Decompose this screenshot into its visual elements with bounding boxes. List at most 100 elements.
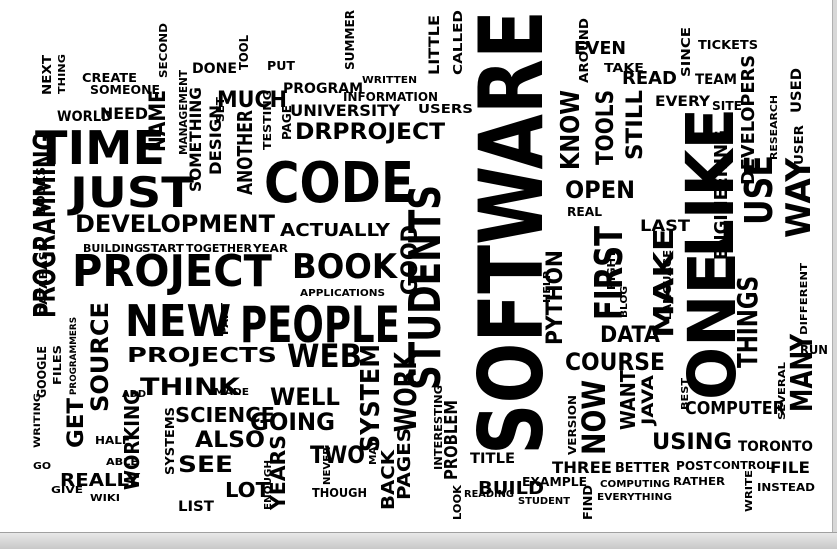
word-testing: TESTING — [261, 89, 274, 150]
word-web: WEB — [287, 337, 362, 375]
word-know: KNOW — [556, 90, 586, 170]
word-much: MUCH — [217, 88, 288, 113]
word-made: MADE — [214, 387, 250, 398]
word-new: NEW — [125, 296, 232, 347]
word-take: TAKE — [604, 61, 644, 75]
word-tool: TOOL — [237, 35, 251, 70]
word-back: BACK — [378, 449, 399, 510]
word-best: BEST — [680, 377, 691, 410]
word-something: SOMETHING — [186, 87, 205, 192]
word-put: PUT — [267, 59, 295, 73]
word-need: NEED — [100, 104, 148, 123]
word-control: CONTROL — [713, 459, 773, 472]
word-add: ADD — [122, 389, 147, 400]
word-everything: EVERYTHING — [597, 492, 672, 503]
word-systems: SYSTEMS — [163, 406, 177, 475]
word-project: PROJECT — [72, 246, 272, 297]
word-may: MAY — [368, 439, 379, 465]
word-title: TITLE — [470, 451, 516, 467]
word-several: SEVERAL — [777, 362, 788, 420]
word-run: RUN — [800, 343, 829, 357]
word-set: SET — [214, 97, 227, 122]
word-second: SECOND — [157, 23, 170, 79]
word-give: GIVE — [51, 485, 83, 496]
word-list: LIST — [178, 499, 214, 515]
word-right: RIGHT — [605, 250, 618, 290]
word-software: SOFTWARE — [460, 10, 563, 456]
word-actually: ACTUALLY — [280, 220, 390, 241]
word-another: ANOTHER — [233, 110, 257, 195]
word-just: JUST — [70, 168, 195, 217]
word-find: FIND — [581, 484, 595, 520]
word-done: DONE — [192, 61, 237, 77]
word-work: WORK — [389, 352, 424, 432]
word-management: MANAGEMENT — [177, 69, 190, 155]
word-research: RESEARCH — [769, 94, 780, 160]
word-even: EVEN — [574, 38, 626, 59]
word-drproject: DRPROJECT — [295, 120, 446, 145]
word-write: WRITE — [744, 470, 755, 512]
word-user: USER — [792, 124, 806, 165]
word-things: THINGS — [731, 275, 764, 368]
word-engineering: ENGINEERING — [711, 130, 732, 260]
word-building: BUILDING — [83, 242, 144, 255]
word-good: GOOD — [398, 225, 423, 295]
word-enough: ENOUGH — [263, 460, 274, 510]
word-google: GOOGLE — [35, 346, 49, 398]
word-around: AROUND — [577, 18, 591, 83]
word-written: WRITTEN — [362, 75, 418, 86]
word-team: TEAM — [695, 72, 738, 88]
word-little: LITTLE — [427, 15, 443, 76]
word-look: LOOK — [451, 485, 464, 520]
word-every: EVERY — [655, 94, 711, 110]
word-next: NEXT — [40, 54, 54, 95]
word-information: INFORMATION — [343, 90, 439, 104]
word-toronto: TORONTO — [738, 439, 813, 455]
word-site: SITE — [712, 99, 743, 113]
word-books: BOOKS — [34, 167, 48, 215]
word-page: PAGE — [280, 105, 294, 140]
word-real: REAL — [567, 205, 602, 219]
word-also: ALSO — [195, 428, 265, 453]
word-java: JAVA — [638, 374, 657, 425]
word-thing: THING — [57, 54, 68, 94]
word-post: POST — [676, 459, 713, 473]
word-build: BUILD — [478, 478, 545, 499]
word-system: SYSTEM — [356, 344, 386, 452]
window-frame-right — [832, 0, 837, 532]
word-book: BOOK — [292, 247, 397, 287]
word-way: WAY — [779, 157, 819, 238]
word-called: CALLED — [451, 10, 465, 76]
word-student: STUDENT — [518, 496, 570, 507]
word-last: LAST — [640, 216, 691, 235]
word-read: READ — [622, 68, 677, 89]
word-get: GET — [64, 398, 89, 448]
word-help: HELP — [542, 271, 553, 303]
word-well: WELL — [270, 383, 340, 411]
word-better: BETTER — [615, 461, 670, 476]
word-university: UNIVERSITY — [290, 101, 401, 120]
word-course: COURSE — [565, 348, 665, 376]
word-three: THREE — [552, 458, 612, 477]
word-half: HALF — [95, 434, 130, 447]
word-interesting: INTERESTING — [432, 385, 445, 470]
word-someone: SOMEONE — [90, 83, 161, 97]
word-think: THINK — [140, 373, 240, 401]
word-lot: LOT — [225, 478, 270, 502]
word-name: NAME — [146, 90, 171, 152]
word-data: DATA — [600, 323, 660, 348]
word-code: CODE — [264, 151, 414, 216]
word-development: DEVELOPMENT — [75, 210, 275, 238]
word-really: REALLY — [60, 470, 141, 491]
word-now: NOW — [575, 379, 613, 455]
word-never: NEVER — [322, 446, 333, 485]
word-year: YEAR — [253, 242, 289, 255]
word-people: PEOPLE — [240, 296, 400, 354]
word-tickets: TICKETS — [698, 38, 759, 52]
word-two: TWO — [310, 441, 366, 469]
word-tools: TOOLS — [591, 89, 619, 165]
word-though: THOUGH — [312, 486, 368, 500]
word-applications: APPLICATIONS — [300, 288, 386, 299]
word-start: START — [142, 242, 185, 255]
word-projects: PROJECTS — [127, 343, 278, 367]
